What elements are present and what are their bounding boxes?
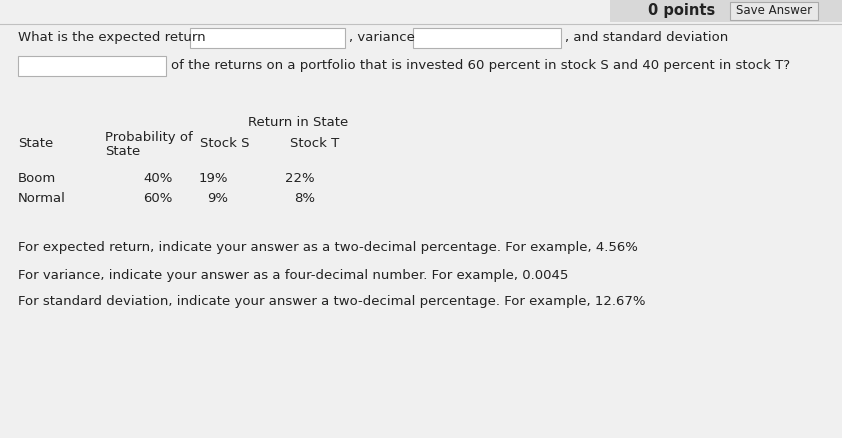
- Text: State: State: [105, 145, 141, 158]
- Text: 0 points: 0 points: [648, 4, 715, 18]
- Text: 8%: 8%: [294, 191, 315, 205]
- Text: Return in State: Return in State: [248, 116, 349, 128]
- Text: 22%: 22%: [285, 172, 315, 184]
- Text: 19%: 19%: [199, 172, 228, 184]
- Text: State: State: [18, 137, 53, 150]
- Text: Stock T: Stock T: [290, 137, 339, 150]
- Bar: [610, 0, 842, 22]
- Bar: [18, 56, 166, 76]
- Text: For standard deviation, indicate your answer a two-decimal percentage. For examp: For standard deviation, indicate your an…: [18, 296, 646, 308]
- Text: 9%: 9%: [207, 191, 228, 205]
- Text: 60%: 60%: [144, 191, 173, 205]
- Text: For variance, indicate your answer as a four-decimal number. For example, 0.0045: For variance, indicate your answer as a …: [18, 268, 568, 282]
- Text: , variance: , variance: [349, 32, 415, 45]
- Text: Normal: Normal: [18, 191, 66, 205]
- Text: What is the expected return: What is the expected return: [18, 32, 205, 45]
- Bar: [190, 28, 345, 48]
- Text: For expected return, indicate your answer as a two-decimal percentage. For examp: For expected return, indicate your answe…: [18, 241, 638, 254]
- Text: Probability of: Probability of: [105, 131, 193, 144]
- Text: Boom: Boom: [18, 172, 56, 184]
- Bar: [730, 2, 818, 20]
- Text: of the returns on a portfolio that is invested 60 percent in stock S and 40 perc: of the returns on a portfolio that is in…: [171, 60, 790, 73]
- Text: , and standard deviation: , and standard deviation: [565, 32, 728, 45]
- Bar: [413, 28, 561, 48]
- Text: 40%: 40%: [144, 172, 173, 184]
- Text: Save Answer: Save Answer: [736, 4, 812, 18]
- Text: Stock S: Stock S: [200, 137, 249, 150]
